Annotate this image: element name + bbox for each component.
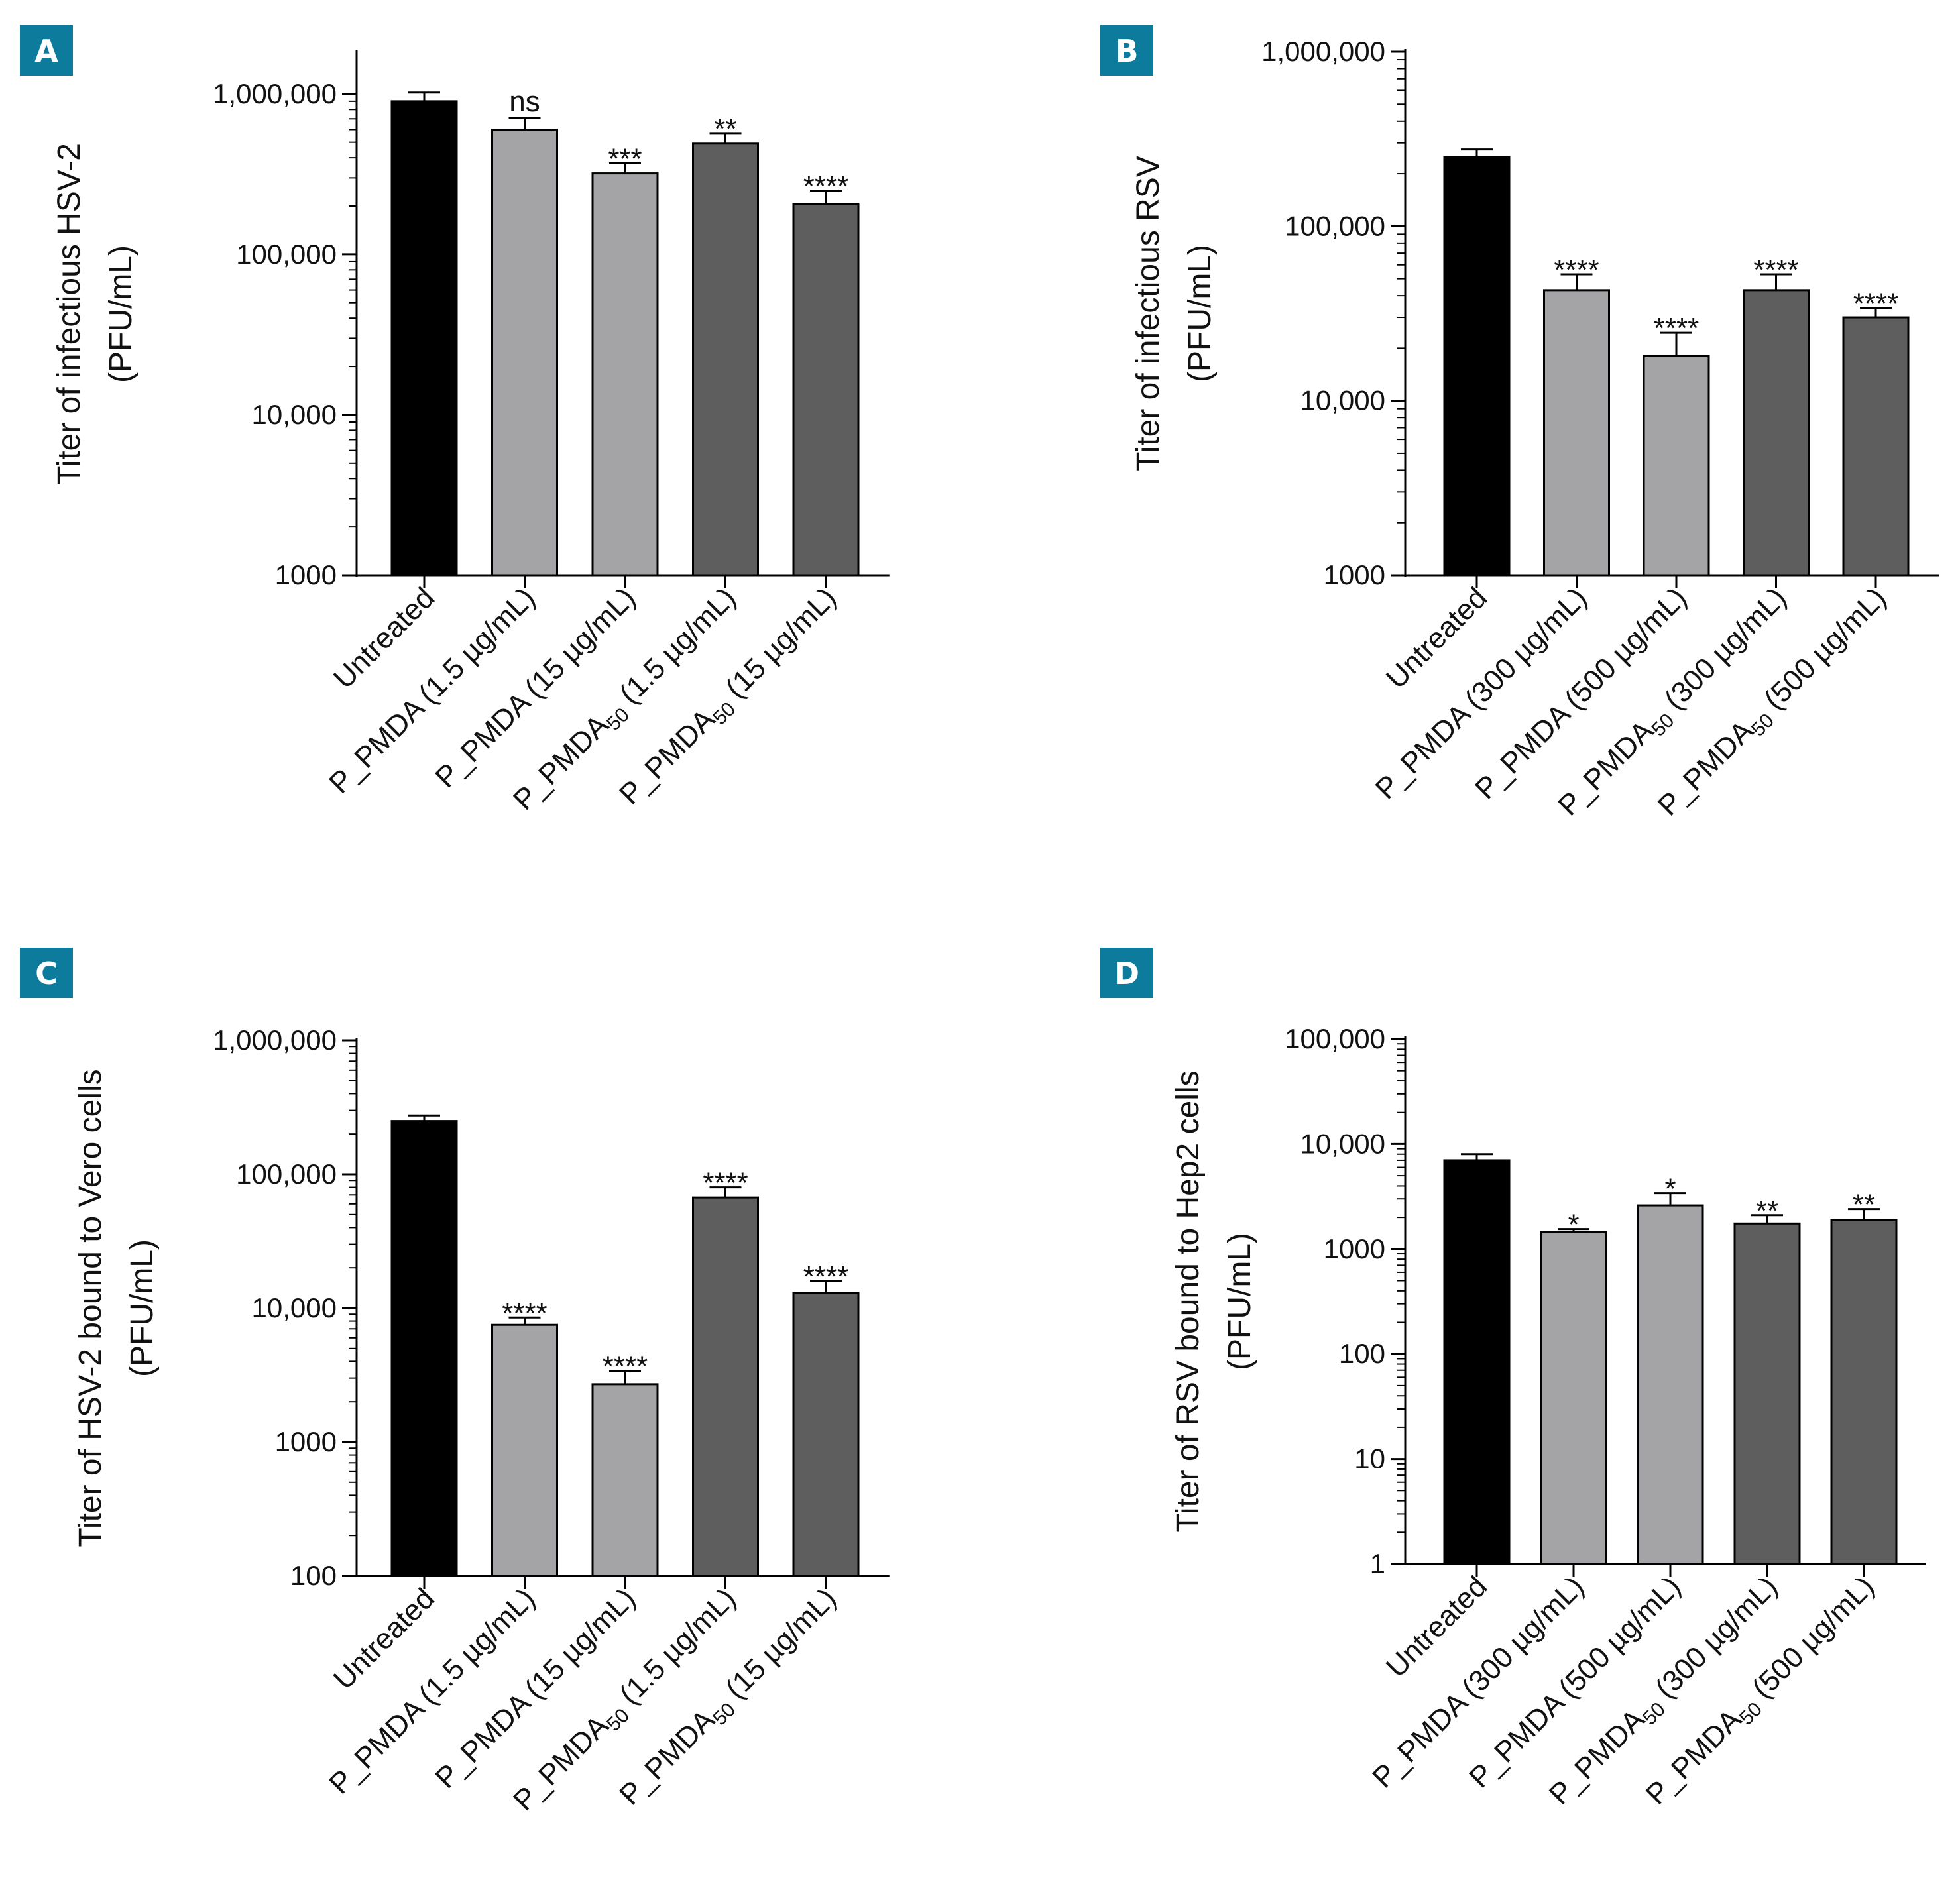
panel-badge: A (20, 25, 73, 76)
significance-label: ns (509, 85, 540, 118)
bar (1540, 1231, 1607, 1565)
bar (1733, 1222, 1801, 1565)
category-label-main: P_PMDA (1.5 µg/mL) (323, 581, 541, 799)
category-label: P_PMDA (1.5 µg/mL) (323, 1582, 541, 1800)
y-tick-label: 1000 (275, 1426, 337, 1457)
significance-label: **** (803, 1260, 849, 1293)
bar (1842, 316, 1910, 577)
bar (491, 1323, 558, 1577)
significance-label: **** (1654, 312, 1700, 345)
significance-label: ** (1853, 1189, 1875, 1221)
bar (591, 1383, 659, 1577)
panel-badge-box (1100, 948, 1153, 998)
y-tick-label: 1000 (1324, 1233, 1385, 1264)
y-tick-label: 10,000 (252, 1292, 337, 1323)
y-tick-label: 1,000,000 (213, 1025, 337, 1056)
category-label-main: P_PMDA (507, 708, 615, 816)
significance-label: **** (1554, 254, 1599, 286)
y-tick-label: 100 (290, 1560, 337, 1591)
significance-label: **** (502, 1297, 548, 1329)
category-label-main: P_PMDA (1552, 714, 1660, 822)
significance-label: **** (1853, 288, 1899, 320)
bar (1743, 289, 1810, 577)
bar (1543, 289, 1610, 577)
panel-badge: D (1100, 948, 1153, 998)
panel-badge-box (20, 25, 73, 76)
y-axis-title: (PFU/mL) (103, 245, 139, 383)
category-label: P_PMDA (1.5 µg/mL) (323, 581, 541, 799)
panel-d: D 1 10 100 1000 10,000 100,000 Titer of RSV bou… (1100, 948, 1926, 1811)
panel-a: A 1000 10,000 100,000 1,000,000 Titer of infe… (20, 25, 890, 816)
bar (792, 203, 860, 577)
bar (1443, 1159, 1511, 1565)
category-label-main: P_PMDA (507, 1709, 615, 1817)
y-axis-title: (PFU/mL) (1222, 1233, 1257, 1370)
y-tick-label: 1 (1370, 1548, 1385, 1579)
significance-label: **** (1753, 254, 1799, 286)
category-label-main: P_PMDA (15 µg/mL) (429, 581, 642, 794)
y-tick-label: 100,000 (1285, 1023, 1385, 1054)
y-tick-label: 10,000 (1300, 1128, 1385, 1159)
y-tick-label: 10,000 (252, 399, 337, 430)
panel-letter: B (1115, 33, 1138, 69)
y-tick-label: 100,000 (1285, 210, 1385, 241)
bar (390, 100, 458, 577)
category-label: P_PMDA (15 µg/mL) (429, 581, 642, 794)
panel-badge-box (20, 948, 73, 998)
bar (390, 1120, 458, 1577)
bar (1637, 1204, 1704, 1565)
significance-label: *** (608, 142, 642, 175)
y-tick-label: 1,000,000 (213, 78, 337, 109)
category-label-main: P_PMDA (1.5 µg/mL) (323, 1582, 541, 1800)
bar (1643, 355, 1710, 577)
significance-label: * (1664, 1173, 1676, 1205)
significance-label: **** (803, 170, 849, 203)
y-axis-title: (PFU/mL) (125, 1239, 160, 1377)
y-tick-label: 100,000 (236, 1158, 337, 1190)
y-tick-label: 1000 (275, 559, 337, 590)
bar (491, 128, 558, 577)
significance-label: * (1568, 1209, 1579, 1241)
y-axis-title: Titer of HSV-2 bound to Vero cells (73, 1069, 108, 1547)
panel-b: B 1000 10,000 100,000 1,000,000 Titer of infe… (1100, 25, 1939, 822)
panel-letter: A (34, 33, 58, 69)
y-tick-label: 1,000,000 (1261, 36, 1385, 67)
y-tick-label: 10,000 (1300, 385, 1385, 416)
panel-letter: C (35, 956, 58, 991)
panel-badge: C (20, 948, 73, 998)
significance-label: ** (714, 113, 736, 145)
bar (792, 1292, 860, 1577)
y-tick-label: 10 (1354, 1443, 1385, 1474)
y-axis-title: Titer of RSV bound to Hep2 cells (1171, 1070, 1206, 1532)
bar (692, 1196, 759, 1577)
panel-letter: D (1114, 956, 1139, 991)
significance-label: **** (703, 1167, 748, 1199)
significance-label: ** (1756, 1195, 1778, 1227)
category-label-main: P_PMDA (15 µg/mL) (429, 1582, 642, 1795)
bar (591, 172, 659, 577)
y-axis-title: (PFU/mL) (1182, 245, 1218, 382)
panel-badge-box (1100, 25, 1153, 76)
panel-c: C 100 1000 10,000 100,000 1,000,000 Titer of H… (20, 948, 890, 1817)
y-tick-label: 100,000 (236, 239, 337, 270)
y-tick-label: 1000 (1324, 559, 1385, 590)
panel-badge: B (1100, 25, 1153, 76)
y-axis-title: Titer of infectious HSV-2 (52, 143, 87, 485)
significance-label: **** (603, 1351, 648, 1383)
y-axis-title: Titer of infectious RSV (1131, 156, 1166, 471)
bar (1830, 1219, 1898, 1565)
category-label: P_PMDA (15 µg/mL) (429, 1582, 642, 1795)
bar (1443, 156, 1511, 577)
bar (692, 142, 759, 577)
y-tick-label: 100 (1339, 1338, 1385, 1369)
